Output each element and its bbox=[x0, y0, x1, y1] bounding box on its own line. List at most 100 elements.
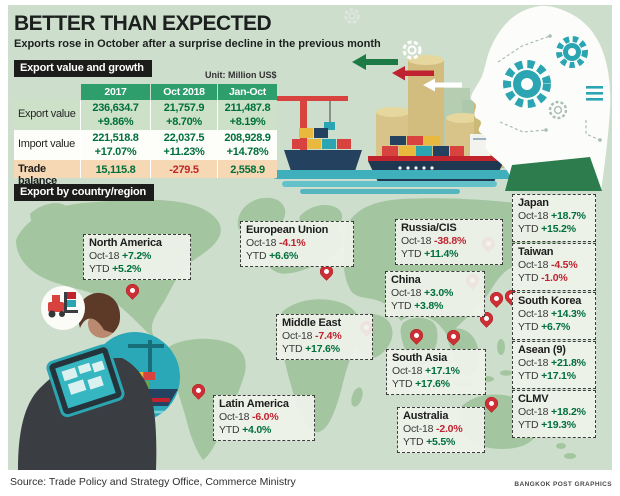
region-box-russia-cis: Russia/CIS Oct-18 -38.8% YTD +11.4% bbox=[395, 219, 503, 265]
table-header-blank bbox=[14, 84, 80, 100]
table-cell: 22,037.5 +11.23% bbox=[150, 130, 217, 160]
ytd-value: +17.1% bbox=[541, 370, 576, 382]
region-box-european-union: European Union Oct-18 -4.1% YTD +6.6% bbox=[240, 221, 354, 267]
water bbox=[272, 170, 522, 194]
region-name: South Korea bbox=[518, 295, 582, 307]
cell-growth: +8.19% bbox=[229, 116, 266, 128]
oct-value: -2.0% bbox=[436, 423, 463, 435]
region-name: Japan bbox=[518, 197, 549, 209]
ytd-value: +17.6% bbox=[305, 343, 340, 355]
forklift-badge bbox=[41, 286, 85, 330]
oct-label: Oct-18 bbox=[392, 365, 423, 377]
man-hair bbox=[77, 292, 121, 333]
region-name: European Union bbox=[246, 224, 329, 236]
oct-label: Oct-18 bbox=[391, 287, 422, 299]
table-cell: 221,518.8 +17.07% bbox=[80, 130, 150, 160]
ytd-label: YTD bbox=[246, 250, 267, 262]
oct-label: Oct-18 bbox=[518, 210, 549, 222]
oct-label: Oct-18 bbox=[518, 259, 549, 271]
oct-value: +14.3% bbox=[551, 308, 586, 320]
ytd-label: YTD bbox=[518, 370, 539, 382]
gear-outline-icon bbox=[344, 8, 360, 24]
cell-value: 22,037.5 bbox=[163, 132, 205, 144]
cell-growth: +17.07% bbox=[94, 146, 137, 158]
oct-label: Oct-18 bbox=[403, 423, 434, 435]
row-label-export-value: Export value bbox=[14, 100, 80, 130]
ytd-value: +11.4% bbox=[424, 248, 459, 260]
region-name: Australia bbox=[403, 410, 449, 422]
ytd-value: +19.3% bbox=[541, 419, 576, 431]
oct-value: -6.0% bbox=[252, 411, 279, 423]
ytd-value: +15.2% bbox=[541, 223, 576, 235]
cell-value: 221,518.8 bbox=[92, 132, 139, 144]
region-name: China bbox=[391, 274, 421, 286]
export-table: 2017 Oct 2018 Jan-Oct 2018 Export value … bbox=[14, 84, 277, 187]
region-name: Russia/CIS bbox=[401, 222, 457, 234]
oct-label: Oct-18 bbox=[219, 411, 250, 423]
ytd-label: YTD bbox=[391, 300, 412, 312]
gear-icon bbox=[503, 60, 551, 108]
ytd-label: YTD bbox=[518, 223, 539, 235]
region-box-australia: Australia Oct-18 -2.0% YTD +5.5% bbox=[397, 407, 485, 453]
cell-value: 15,115.8 bbox=[95, 164, 136, 176]
region-box-asean: Asean (9) Oct-18 +21.8% YTD +17.1% bbox=[512, 341, 596, 389]
ytd-label: YTD bbox=[518, 419, 539, 431]
ytd-value: +3.8% bbox=[414, 300, 444, 312]
gear-outline-icon bbox=[548, 100, 568, 120]
table-header-jan-oct-2018: Jan-Oct 2018 bbox=[217, 84, 277, 114]
publisher-credit: BANGKOK POST GRAPHICS bbox=[514, 481, 612, 488]
page-subtitle: Exports rose in October after a surprise… bbox=[14, 38, 381, 50]
ytd-value: +6.7% bbox=[541, 321, 571, 333]
oct-value: +18.7% bbox=[551, 210, 586, 222]
region-name: Latin America bbox=[219, 398, 289, 410]
oct-label: Oct-18 bbox=[246, 237, 277, 249]
oct-value: -4.1% bbox=[279, 237, 306, 249]
oct-value: -7.4% bbox=[315, 330, 342, 342]
cell-value: 208,928.9 bbox=[224, 132, 271, 144]
table-header-2017: 2017 bbox=[80, 84, 150, 100]
ytd-label: YTD bbox=[518, 272, 539, 284]
ytd-value: +17.6% bbox=[415, 378, 450, 390]
oct-label: Oct-18 bbox=[282, 330, 313, 342]
ytd-value: +5.5% bbox=[426, 436, 456, 448]
table-cell: 21,757.9 +8.70% bbox=[150, 100, 217, 130]
circuit-dots bbox=[544, 34, 602, 142]
oct-label: Oct-18 bbox=[518, 308, 549, 320]
cell-value: 2,558.9 bbox=[230, 164, 265, 176]
gear-outline-icon bbox=[402, 40, 422, 60]
oct-label: Oct-18 bbox=[518, 357, 549, 369]
ytd-label: YTD bbox=[401, 248, 422, 260]
oct-label: Oct-18 bbox=[89, 250, 120, 262]
source-credit: Source: Trade Policy and Strategy Office… bbox=[10, 476, 296, 488]
oct-label: Oct-18 bbox=[518, 406, 549, 418]
ytd-label: YTD bbox=[219, 424, 240, 436]
region-box-latin-america: Latin America Oct-18 -6.0% YTD +4.0% bbox=[213, 395, 315, 441]
head-gears-illustration bbox=[470, 5, 611, 191]
region-name: Middle East bbox=[282, 317, 341, 329]
table-cell: 208,928.9 +14.78% bbox=[217, 130, 277, 160]
section-title-export-value: Export value and growth bbox=[14, 60, 152, 77]
oct-value: +7.2% bbox=[122, 250, 152, 262]
ytd-value: -1.0% bbox=[541, 272, 568, 284]
unit-label: Unit: Million US$ bbox=[205, 70, 277, 80]
ytd-label: YTD bbox=[282, 343, 303, 355]
ytd-label: YTD bbox=[392, 378, 413, 390]
cell-growth: +8.70% bbox=[166, 116, 202, 128]
ytd-value: +4.0% bbox=[242, 424, 272, 436]
cell-growth: +11.23% bbox=[163, 146, 205, 158]
ytd-value: +5.2% bbox=[112, 263, 142, 275]
oct-value: -4.5% bbox=[551, 259, 578, 271]
region-box-north-america: North America Oct-18 +7.2% YTD +5.2% bbox=[83, 234, 191, 280]
ytd-label: YTD bbox=[518, 321, 539, 333]
region-name: Asean (9) bbox=[518, 344, 566, 356]
ytd-label: YTD bbox=[403, 436, 424, 448]
region-name: North America bbox=[89, 237, 162, 249]
tablet-man-illustration bbox=[18, 286, 180, 470]
region-box-japan: Japan Oct-18 +18.7% YTD +15.2% bbox=[512, 194, 596, 242]
region-box-south-asia: South Asia Oct-18 +17.1% YTD +17.6% bbox=[386, 349, 486, 395]
table-cell: -279.5 bbox=[150, 160, 217, 178]
region-name: Taiwan bbox=[518, 246, 554, 258]
table-cell: 211,487.8 +8.19% bbox=[217, 100, 277, 130]
cargo-ship-icon bbox=[284, 128, 362, 174]
circuit-lines bbox=[497, 35, 601, 141]
